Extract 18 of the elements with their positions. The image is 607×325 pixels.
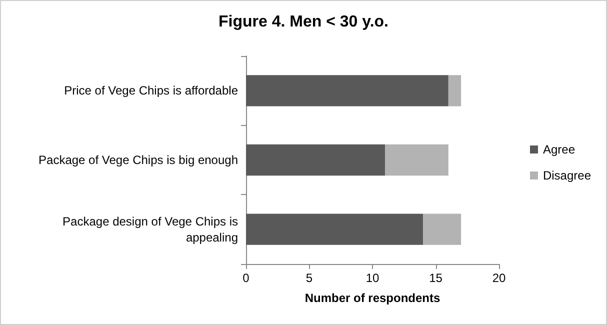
bar [423,214,462,245]
bar [246,144,386,176]
x-tick-label: 20 [492,271,506,285]
bar [448,75,462,106]
x-axis-title: Number of respondents [304,291,440,305]
y-tick-label: Price of Vege Chips is affordable [64,84,238,98]
y-tick-label: Package of Vege Chips is big enough [38,153,238,167]
bar [385,144,448,176]
x-tick-label: 10 [366,271,380,285]
x-tick-label: 0 [242,271,250,285]
legend-label: Disagree [542,168,592,182]
bar [246,75,448,106]
x-tick-label: 15 [429,271,443,285]
bar [246,214,424,245]
y-tick-label: Package design of Vege Chips is appealing [62,214,238,244]
x-tick-label: 5 [306,271,313,285]
chart-title: Figure 4. Men < 30 y.o. [218,14,388,30]
legend-label: Agree [542,142,576,156]
